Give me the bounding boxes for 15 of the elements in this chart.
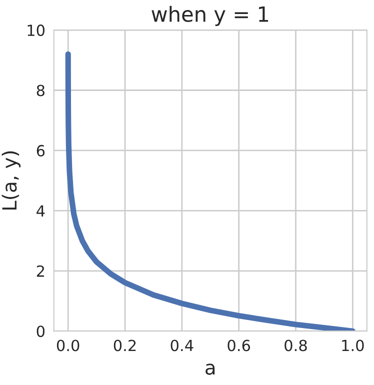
- x-tick-label: 0.8: [284, 340, 307, 352]
- x-tick-label: 0.4: [170, 340, 194, 352]
- y-tick-label: 10: [28, 24, 45, 36]
- x-tick-label: 1.0: [342, 340, 364, 352]
- y-tick-label: 8: [36, 84, 44, 96]
- y-axis-title: L(a, y): [2, 151, 21, 210]
- chart-title: when y = 1: [152, 6, 268, 26]
- y-tick-label: 0: [36, 326, 45, 338]
- x-axis-title: a: [206, 364, 215, 375]
- x-tick-label: 0.6: [228, 340, 250, 352]
- x-tick-label: 0.2: [114, 340, 136, 352]
- y-tick-label: 4: [36, 205, 45, 216]
- y-tick-label: 6: [36, 144, 45, 156]
- x-tick-label: 0.0: [56, 340, 80, 352]
- y-tick-label: 2: [36, 265, 44, 277]
